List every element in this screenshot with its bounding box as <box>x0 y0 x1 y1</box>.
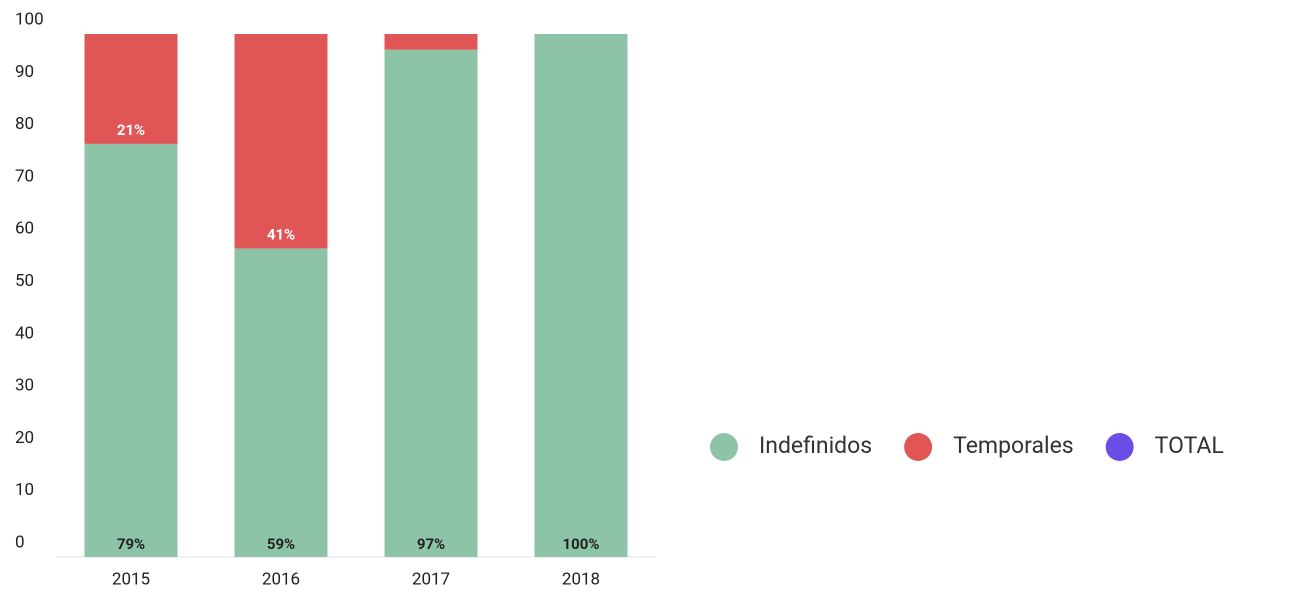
bar-segment <box>234 248 328 557</box>
y-tick-label: 100 <box>15 9 44 29</box>
y-tick-label: 60 <box>15 219 34 239</box>
y-tick-label: 0 <box>15 532 25 552</box>
data-label: 59% <box>267 535 295 553</box>
data-label: 21% <box>117 121 145 139</box>
legend-label: Temporales <box>953 432 1074 459</box>
legend-label: TOTAL <box>1155 432 1224 459</box>
y-tick-label: 50 <box>15 271 34 291</box>
y-tick-label: 90 <box>15 62 34 82</box>
legend-swatch <box>1105 433 1134 461</box>
legend-label: Indefinidos <box>759 432 872 459</box>
legend-swatch <box>710 433 738 461</box>
data-label: 79% <box>117 535 145 553</box>
data-label: 100% <box>563 535 600 553</box>
bar-segment <box>234 34 328 249</box>
bar-segment <box>534 34 628 557</box>
bar-segment <box>384 49 478 557</box>
y-tick-label: 70 <box>15 166 34 186</box>
data-label: 97% <box>417 535 445 553</box>
bar-segment <box>384 34 478 50</box>
data-label: 41% <box>267 225 295 243</box>
y-tick-label: 30 <box>15 376 34 396</box>
x-tick-label: 2018 <box>562 569 600 589</box>
bar-segment <box>84 143 178 557</box>
x-tick-label: 2017 <box>412 569 450 589</box>
legend-swatch <box>904 433 933 461</box>
bar-segment <box>84 34 178 144</box>
x-tick-label: 2016 <box>262 569 300 589</box>
y-tick-label: 10 <box>15 480 34 500</box>
y-tick-label: 80 <box>15 114 34 134</box>
x-tick-label: 2015 <box>112 569 150 589</box>
y-tick-label: 40 <box>15 323 34 343</box>
y-tick-label: 20 <box>15 428 34 448</box>
